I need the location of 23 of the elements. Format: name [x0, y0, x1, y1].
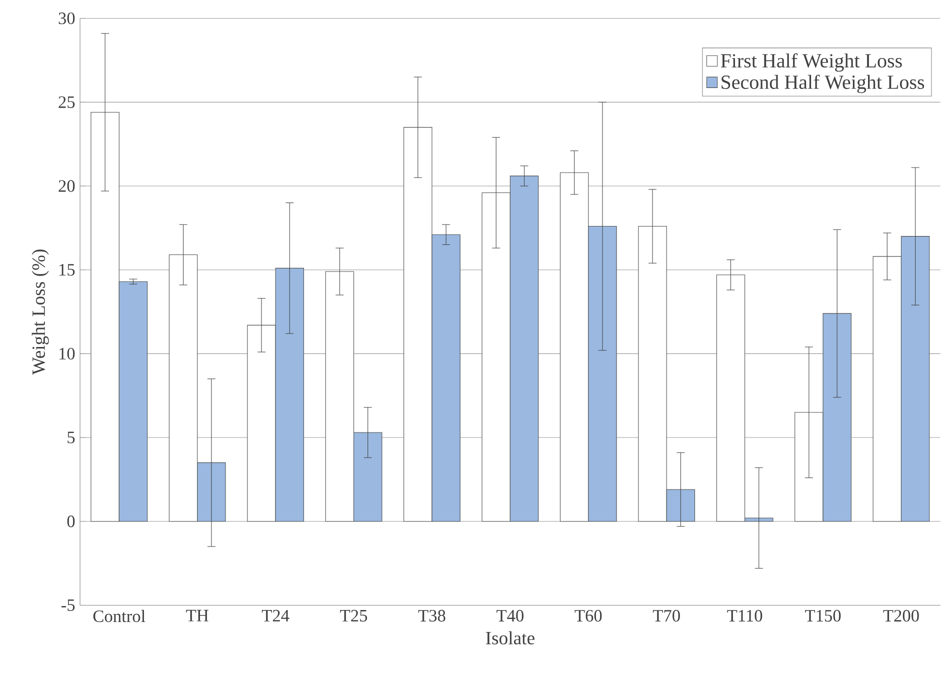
legend-label: Second Half Weight Loss	[722, 74, 924, 93]
x-tick-label: T38	[418, 610, 446, 622]
x-axis-title: Isolate	[486, 631, 534, 644]
y-tick-label: 15	[60, 264, 75, 276]
x-tick-label: T40	[496, 610, 524, 622]
x-tick-label: Control	[93, 610, 146, 622]
x-tick-label: T150	[805, 610, 841, 622]
y-tick-label: 0	[67, 515, 75, 528]
x-tick-label: TH	[186, 610, 208, 622]
y-tick-label: 10	[60, 348, 75, 360]
x-tick-label: T24	[262, 610, 290, 622]
y-tick-label: 5	[68, 432, 75, 444]
x-tick-label: T60	[574, 610, 602, 622]
y-axis-title: Weight Loss (%)	[32, 249, 49, 375]
y-tick-label: 25	[58, 96, 75, 108]
x-tick-label: T200	[883, 610, 919, 622]
legend-label: First Half Weight Loss	[720, 53, 902, 72]
y-tick-label: -5	[62, 599, 75, 611]
y-tick-label: 20	[58, 180, 75, 192]
x-tick-label: T70	[652, 610, 680, 622]
x-tick-label: T110	[727, 610, 762, 622]
y-tick-label: 30	[58, 12, 75, 24]
x-tick-label: T25	[340, 610, 368, 622]
